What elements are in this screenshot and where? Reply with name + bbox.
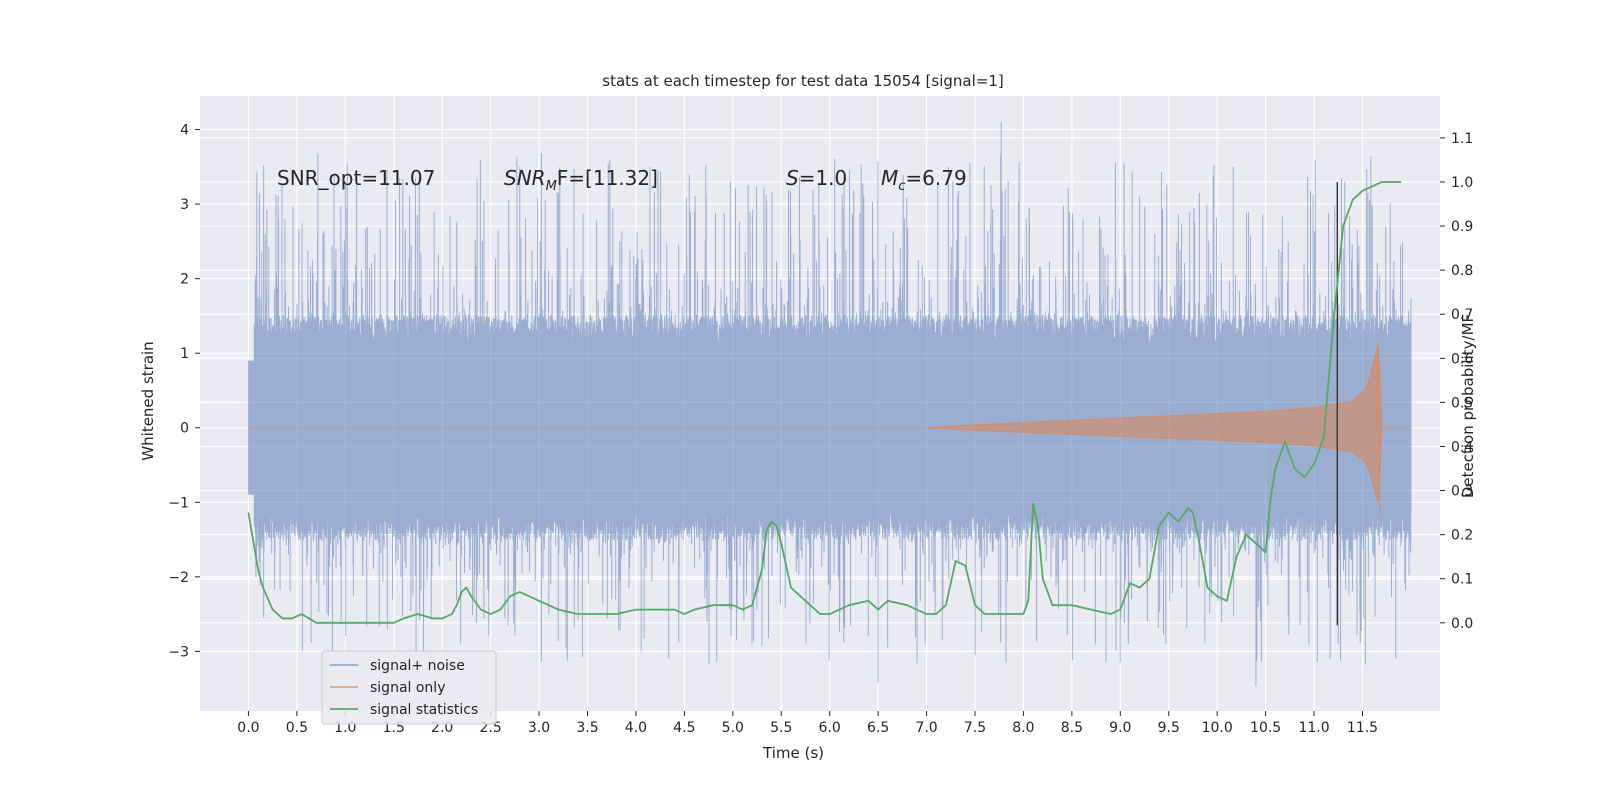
x-tick-label: 9.5 [1158,720,1180,736]
annotation-mc-value: =6.79 [905,166,966,190]
legend-entry-signal-only: signal only [370,680,445,696]
y-left-tick-label: −3 [168,644,189,660]
x-tick-label: 7.5 [964,720,986,736]
x-tick-label: 0.0 [237,720,259,736]
x-tick-label: 5.0 [722,720,744,736]
x-tick-label: 6.0 [819,720,841,736]
x-axis-ticks: 0.0 0.5 1.0 1.5 2.0 2.5 3.0 3.5 4.0 4.5 5.0 5.5 6.0 6… [237,711,1378,736]
y-right-tick-label: 0.7 [1451,307,1473,323]
annotation-snr-mf-value: F=[11.32] [557,166,658,190]
legend-box [321,650,497,725]
y-right-tick-label: 0.8 [1451,263,1473,279]
annotation-snr-mf: SNRMF=[11.32] [504,166,658,194]
x-tick-label: 0.5 [286,720,308,736]
x-tick-label: 11.0 [1298,720,1329,736]
x-axis-label: Time (s) [762,744,824,762]
annotation-s: S=1.0 [786,166,847,190]
x-tick-label: 11.5 [1347,720,1378,736]
y-left-tick-label: −2 [168,570,189,586]
y-left-tick-label: 0 [180,421,189,437]
x-tick-label: 10.0 [1202,720,1233,736]
y-axis-left-ticks: 4 3 2 1 0 −1 −2 −3 [168,123,200,660]
legend: signal+ noise signal only signal statist… [321,650,497,725]
x-tick-label: 3.0 [528,720,550,736]
annotation-snr-mf-symbol: SNR [504,166,546,190]
x-tick-label: 4.5 [673,720,695,736]
annotation-s-symbol: S [786,166,799,190]
x-tick-label: 5.5 [770,720,792,736]
plot-series [247,122,1412,687]
y-right-tick-label: 0.9 [1451,219,1473,235]
series-signal-statistics [247,181,1402,624]
x-tick-label: 10.5 [1250,720,1281,736]
y-right-tick-label: 0.5 [1451,395,1473,411]
y-axis-right-ticks: 1.1 1.0 0.9 0.8 0.7 0.6 0.5 0.4 0.3 0.2 0.1 0.0 [1440,131,1473,632]
x-tick-label: 6.5 [867,720,889,736]
y-left-tick-label: 4 [180,123,189,139]
annotation-s-value: =1.0 [799,166,848,190]
annotation-mc-subscript: c [898,179,905,194]
y-right-tick-label: 0.6 [1451,351,1473,367]
chart-title: stats at each timestep for test data 150… [602,72,1003,90]
y-right-tick-label: 0.0 [1451,616,1473,632]
y-left-tick-label: 3 [180,197,189,213]
y-right-tick-label: 1.1 [1451,131,1473,147]
y-right-tick-label: 0.4 [1451,439,1473,455]
annotation-snr-mf-subscript: M [546,179,557,194]
y-left-tick-label: 2 [180,272,189,288]
annotation-mc: Mc=6.79 [881,166,967,194]
series-signal-only [248,341,1411,518]
x-tick-label: 7.0 [915,720,937,736]
x-tick-label: 8.5 [1061,720,1083,736]
x-tick-label: 9.0 [1109,720,1131,736]
y-axis-right-label: Detection probability/MF [1459,314,1477,498]
legend-entry-signal-noise: signal+ noise [370,658,465,674]
y-right-tick-label: 0.1 [1451,572,1473,588]
y-axis-left-label: Whitened strain [139,341,157,460]
legend-entry-signal-statistics: signal statistics [370,702,478,718]
y-left-tick-label: −1 [168,495,189,511]
y-right-tick-label: 0.3 [1451,484,1473,500]
y-right-tick-label: 0.2 [1451,528,1473,544]
annotation-snr-opt: SNR_opt=11.07 [277,166,435,190]
annotation-mc-symbol: M [881,166,898,190]
y-left-tick-label: 1 [180,346,189,362]
x-tick-label: 3.5 [576,720,598,736]
y-right-tick-label: 1.0 [1451,175,1473,191]
x-tick-label: 8.0 [1012,720,1034,736]
x-tick-label: 4.0 [625,720,647,736]
